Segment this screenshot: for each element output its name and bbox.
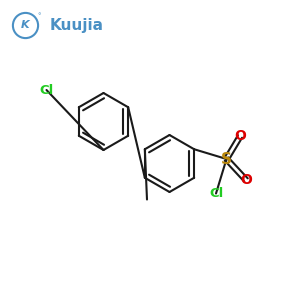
- Text: O: O: [240, 173, 252, 187]
- Text: Kuujia: Kuujia: [50, 18, 104, 33]
- Text: °: °: [37, 13, 40, 19]
- Text: Cl: Cl: [209, 187, 223, 200]
- Text: O: O: [234, 130, 246, 143]
- Text: K: K: [21, 20, 30, 31]
- Text: Cl: Cl: [39, 83, 54, 97]
- Text: S: S: [221, 152, 232, 166]
